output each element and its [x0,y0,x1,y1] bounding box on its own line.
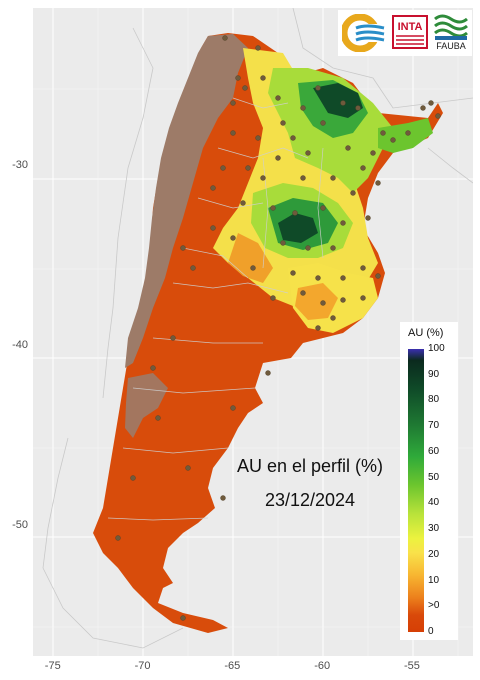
argentina-water-map [33,8,473,656]
legend-label: 70 [428,420,440,432]
brown-patch-south [125,373,168,438]
moisture-green-east [378,118,433,153]
x-tick-label: -75 [44,660,61,672]
moisture-darkgreen-ne [313,83,363,118]
y-tick-label: -40 [12,339,28,352]
fauba-logo-text: FAUBA [436,41,466,51]
legend-label: 10 [428,574,440,586]
fauba-logo: FAUBA [432,13,470,53]
andean-brown-zone [125,34,248,368]
legend-label: 0 [428,626,434,637]
legend-label: 30 [428,523,440,535]
color-legend: AU (%) 100 90 80 70 60 50 40 30 20 10 >0 0 [400,322,458,640]
legend-label: 40 [428,497,440,509]
legend-label: 20 [428,548,440,560]
institute-logo [342,14,386,52]
legend-colorbar [408,349,424,632]
x-tick-label: -60 [314,660,331,672]
map-overlay-date: 23/12/2024 [264,490,356,510]
legend-label: 80 [428,394,440,406]
station-markers [115,35,441,621]
x-tick-label: -65 [224,660,241,672]
y-tick-label: -30 [12,159,28,172]
legend-title: AU (%) [408,327,444,339]
moisture-orange-south [295,283,338,320]
legend-label: 60 [428,445,440,457]
map-overlay-title: AU en el perfil (%) [236,456,384,476]
legend-label: >0 [428,600,440,612]
legend-label: 90 [428,368,440,380]
legend-label: 50 [428,471,440,483]
legend-label: 100 [428,343,445,354]
inta-logo-waves [396,35,424,45]
logo-strip: INTA FAUBA [338,10,472,56]
inta-logo-text: INTA [397,21,423,33]
x-tick-label: -55 [403,660,420,672]
x-tick-label: -70 [134,660,151,672]
map-panel: -30 -40 -50 -75 -70 -65 -60 -55 [12,8,473,672]
fauba-logo-waves [434,14,468,40]
moisture-darkgreen-central [278,213,318,243]
inta-logo: INTA [392,15,428,49]
y-tick-label: -50 [12,519,28,532]
